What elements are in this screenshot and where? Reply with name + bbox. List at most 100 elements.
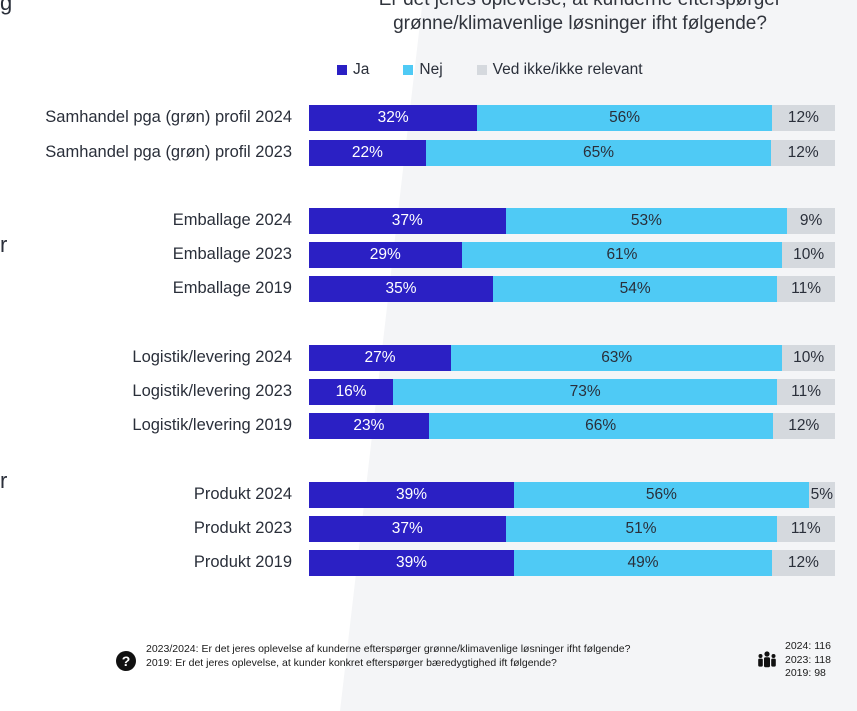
bar-segment-ja: 39% bbox=[309, 550, 515, 576]
chart-title-line: grønne/klimavenlige løsninger ifht følge… bbox=[393, 13, 767, 34]
stacked-bar: 37% 53% 9% bbox=[309, 208, 835, 234]
data-label: 49% bbox=[627, 554, 659, 571]
data-label: 11% bbox=[791, 280, 821, 297]
category-label: Logistik/levering 2024 bbox=[132, 348, 292, 366]
stacked-bar: 39% 49% 12% bbox=[309, 550, 835, 576]
bar-segment-ved-ikke: 12% bbox=[771, 550, 835, 576]
legend-label: Ved ikke/ikke relevant bbox=[492, 61, 643, 78]
bar-segment-ja: 32% bbox=[309, 105, 478, 131]
edge-glyph: g bbox=[0, 0, 13, 15]
footnote-question-2023-2024: 2023/2024: Er det jeres oplevelse af kun… bbox=[146, 643, 631, 655]
data-label: 51% bbox=[625, 520, 657, 537]
data-label: 22% bbox=[351, 144, 383, 161]
edge-glyph: r bbox=[0, 468, 8, 493]
data-label: 10% bbox=[793, 246, 825, 263]
bar-segment-ja: 37% bbox=[309, 208, 506, 234]
bar-segment-nej: 51% bbox=[505, 516, 777, 542]
stacked-bar: 23% 66% 12% bbox=[309, 413, 835, 439]
bar-segment-nej: 53% bbox=[505, 208, 788, 234]
legend-item-ved-ikke: Ved ikke/ikke relevant bbox=[476, 61, 643, 79]
category-label: Samhandel pga (grøn) profil 2023 bbox=[45, 143, 292, 161]
data-label: 5% bbox=[810, 486, 834, 503]
chart-legend: Ja Nej Ved ikke/ikke relevant bbox=[337, 61, 677, 79]
bar-segment-ved-ikke: 11% bbox=[777, 379, 835, 405]
stacked-bar: 22% 65% 12% bbox=[309, 140, 835, 166]
data-label: 73% bbox=[569, 383, 601, 400]
data-label: 61% bbox=[606, 246, 638, 263]
bar-segment-nej: 49% bbox=[514, 550, 772, 576]
stacked-bar: 39% 56% 5% bbox=[309, 482, 835, 508]
data-label: 37% bbox=[391, 212, 423, 229]
data-label: 54% bbox=[619, 280, 651, 297]
data-label: 56% bbox=[609, 109, 641, 126]
bar-segment-ja: 23% bbox=[309, 413, 429, 439]
data-label: 63% bbox=[601, 349, 633, 366]
bar-segment-ved-ikke: 12% bbox=[771, 105, 835, 131]
bar-segment-ved-ikke: 5% bbox=[808, 482, 835, 508]
footnote-question-2019: 2019: Er det jeres oplevelse, at kunder … bbox=[146, 657, 557, 669]
data-label: 66% bbox=[585, 417, 617, 434]
data-label: 35% bbox=[385, 280, 417, 297]
bar-segment-ved-ikke: 9% bbox=[787, 208, 835, 234]
category-label: Logistik/levering 2019 bbox=[132, 416, 292, 434]
category-label: Samhandel pga (grøn) profil 2024 bbox=[45, 108, 292, 126]
data-label: 32% bbox=[377, 109, 409, 126]
sample-size-2023: 2023: 118 bbox=[785, 653, 831, 666]
legend-item-nej: Nej bbox=[403, 61, 443, 79]
legend-item-ja: Ja bbox=[337, 61, 369, 79]
bar-segment-nej: 56% bbox=[514, 482, 809, 508]
bar-segment-nej: 66% bbox=[428, 413, 773, 439]
legend-swatch bbox=[337, 65, 347, 75]
chart-title: Er det jeres oplevelse, at kunderne efte… bbox=[300, 0, 857, 36]
category-label: Produkt 2019 bbox=[193, 553, 292, 571]
bar-segment-ved-ikke: 11% bbox=[776, 516, 835, 542]
chart-footnote: ? 2023/2024: Er det jeres oplevelse af k… bbox=[116, 642, 631, 671]
bar-segment-nej: 65% bbox=[425, 140, 772, 166]
data-label: 39% bbox=[396, 554, 428, 571]
data-label: 37% bbox=[391, 520, 423, 537]
legend-swatch bbox=[403, 65, 414, 75]
data-label: 11% bbox=[790, 520, 821, 537]
bar-segment-nej: 61% bbox=[461, 242, 783, 268]
stacked-bar: 35% 54% 11% bbox=[309, 276, 835, 302]
data-label: 53% bbox=[630, 212, 662, 229]
data-label: 12% bbox=[788, 417, 820, 434]
data-label: 12% bbox=[787, 144, 819, 161]
category-label: Produkt 2023 bbox=[193, 519, 292, 537]
data-label: 12% bbox=[787, 109, 819, 126]
bar-segment-nej: 63% bbox=[451, 345, 783, 371]
data-label: 10% bbox=[793, 349, 825, 366]
sample-size-2024: 2024: 116 bbox=[785, 640, 831, 652]
stacked-bar: 27% 63% 10% bbox=[309, 345, 835, 371]
bar-segment-ja: 37% bbox=[309, 516, 506, 542]
sample-size-block: 2024: 116 2023: 118 2019: 98 bbox=[757, 640, 831, 681]
bar-segment-ja: 29% bbox=[309, 242, 462, 268]
stacked-bar: 37% 51% 11% bbox=[309, 516, 835, 542]
sample-size-2019: 2019: 98 bbox=[785, 667, 826, 679]
data-label: 9% bbox=[799, 212, 823, 229]
bar-segment-nej: 56% bbox=[477, 105, 772, 131]
stacked-bar: 16% 73% 11% bbox=[309, 379, 835, 405]
bar-segment-ved-ikke: 10% bbox=[782, 242, 835, 268]
bar-segment-ja: 16% bbox=[309, 379, 394, 405]
bar-segment-ja: 22% bbox=[309, 140, 426, 166]
legend-swatch bbox=[476, 65, 487, 75]
category-label: Emballage 2024 bbox=[172, 211, 292, 229]
data-label: 56% bbox=[645, 486, 677, 503]
category-label: Logistik/levering 2023 bbox=[132, 382, 292, 400]
bar-segment-ved-ikke: 12% bbox=[772, 413, 835, 439]
data-label: 11% bbox=[791, 383, 821, 400]
data-label: 65% bbox=[583, 144, 615, 161]
chart-title-line: Er det jeres oplevelse, at kunderne efte… bbox=[300, 0, 857, 12]
data-label: 16% bbox=[335, 383, 367, 400]
data-label: 27% bbox=[364, 349, 396, 366]
question-icon[interactable]: ? bbox=[116, 651, 136, 671]
data-label: 29% bbox=[369, 246, 401, 263]
bar-segment-ja: 35% bbox=[309, 276, 494, 302]
bar-segment-ved-ikke: 12% bbox=[771, 140, 835, 166]
bar-segment-ja: 39% bbox=[309, 482, 515, 508]
bar-segment-ved-ikke: 10% bbox=[782, 345, 835, 371]
edge-glyph: r bbox=[0, 232, 8, 257]
legend-label: Ja bbox=[353, 61, 370, 78]
bar-segment-ja: 27% bbox=[309, 345, 452, 371]
